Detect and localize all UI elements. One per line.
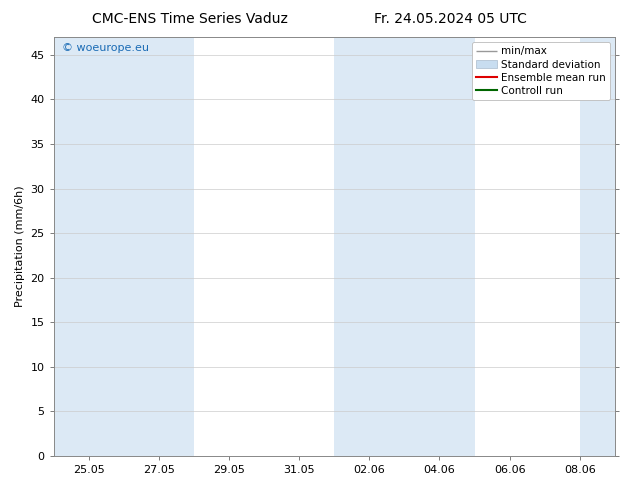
Bar <box>579 37 615 456</box>
Bar <box>404 37 475 456</box>
Legend: min/max, Standard deviation, Ensemble mean run, Controll run: min/max, Standard deviation, Ensemble me… <box>472 42 610 100</box>
Bar <box>54 37 124 456</box>
Y-axis label: Precipitation (mm/6h): Precipitation (mm/6h) <box>15 186 25 307</box>
Text: Fr. 24.05.2024 05 UTC: Fr. 24.05.2024 05 UTC <box>373 12 527 26</box>
Text: © woeurope.eu: © woeurope.eu <box>62 43 149 53</box>
Bar <box>124 37 194 456</box>
Text: CMC-ENS Time Series Vaduz: CMC-ENS Time Series Vaduz <box>93 12 288 26</box>
Bar <box>334 37 404 456</box>
